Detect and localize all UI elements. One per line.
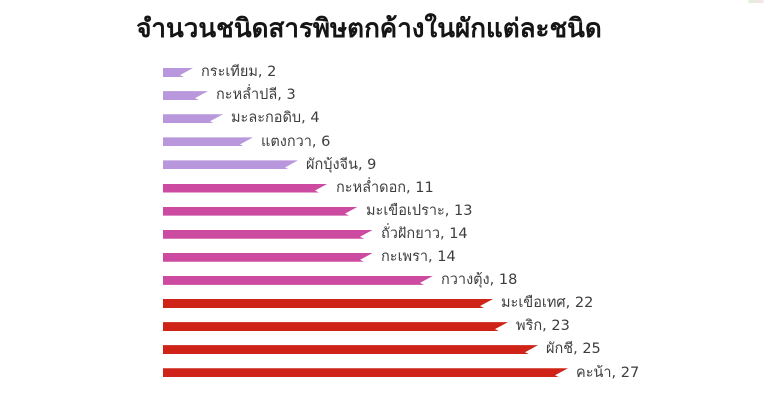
pesticide-residue-bar-chart: กระเทียม, 2 กะหล่ำปลี, 3 มะละกอดิบ, 4 แตงกว… [163,61,763,384]
chart-row: มะเขือเปราะ, 13 [163,200,763,223]
bar [163,207,358,216]
bar-label: ถั่วฝักยาว, 14 [381,225,468,242]
chart-row: กระเทียม, 2 [163,61,763,84]
bar [163,137,253,146]
chart-title: จำนวนชนิดสารพิษตกค้างในผักแต่ละชนิด [136,14,602,44]
bar-label: ผักบุ้งจีน, 9 [306,156,377,173]
chart-row: กวางตุ้ง, 18 [163,269,763,292]
bar-label: กะหล่ำปลี, 3 [216,87,296,104]
bar-label: กะเพรา, 14 [381,249,456,266]
bar [163,230,373,239]
bar-label: กระเทียม, 2 [201,64,277,81]
bar-label: มะละกอดิบ, 4 [231,110,320,127]
chart-row: คะน้า, 27 [163,361,763,384]
bar-label: มะเขือเทศ, 22 [501,295,594,312]
chart-row: แตงกวา, 6 [163,130,763,153]
bar [163,160,298,169]
bar-label: ผักชี, 25 [546,341,601,358]
bar [163,114,223,123]
screenshot-edge-artifact [748,0,764,3]
chart-row: ผักชี, 25 [163,338,763,361]
bar [163,91,208,100]
chart-row: กะหล่ำดอก, 11 [163,176,763,199]
bar [163,345,538,354]
chart-row: ผักบุ้งจีน, 9 [163,153,763,176]
bar [163,299,493,308]
chart-row: กะหล่ำปลี, 3 [163,84,763,107]
bar-label: กะหล่ำดอก, 11 [336,179,434,196]
chart-row: ถั่วฝักยาว, 14 [163,223,763,246]
bar [163,276,433,285]
bar-label: คะน้า, 27 [576,364,640,381]
bar [163,253,373,262]
chart-row: มะเขือเทศ, 22 [163,292,763,315]
bar [163,184,328,193]
bar-label: กวางตุ้ง, 18 [441,272,518,289]
bar [163,68,193,77]
bar-label: มะเขือเปราะ, 13 [366,202,473,219]
bar-label: แตงกวา, 6 [261,133,331,150]
bar-label: พริก, 23 [516,318,570,335]
chart-row: กะเพรา, 14 [163,246,763,269]
bar [163,322,508,331]
bar [163,368,568,377]
chart-row: พริก, 23 [163,315,763,338]
chart-row: มะละกอดิบ, 4 [163,107,763,130]
